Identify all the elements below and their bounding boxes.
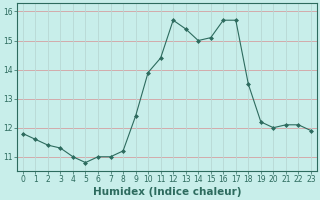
X-axis label: Humidex (Indice chaleur): Humidex (Indice chaleur) xyxy=(93,187,241,197)
